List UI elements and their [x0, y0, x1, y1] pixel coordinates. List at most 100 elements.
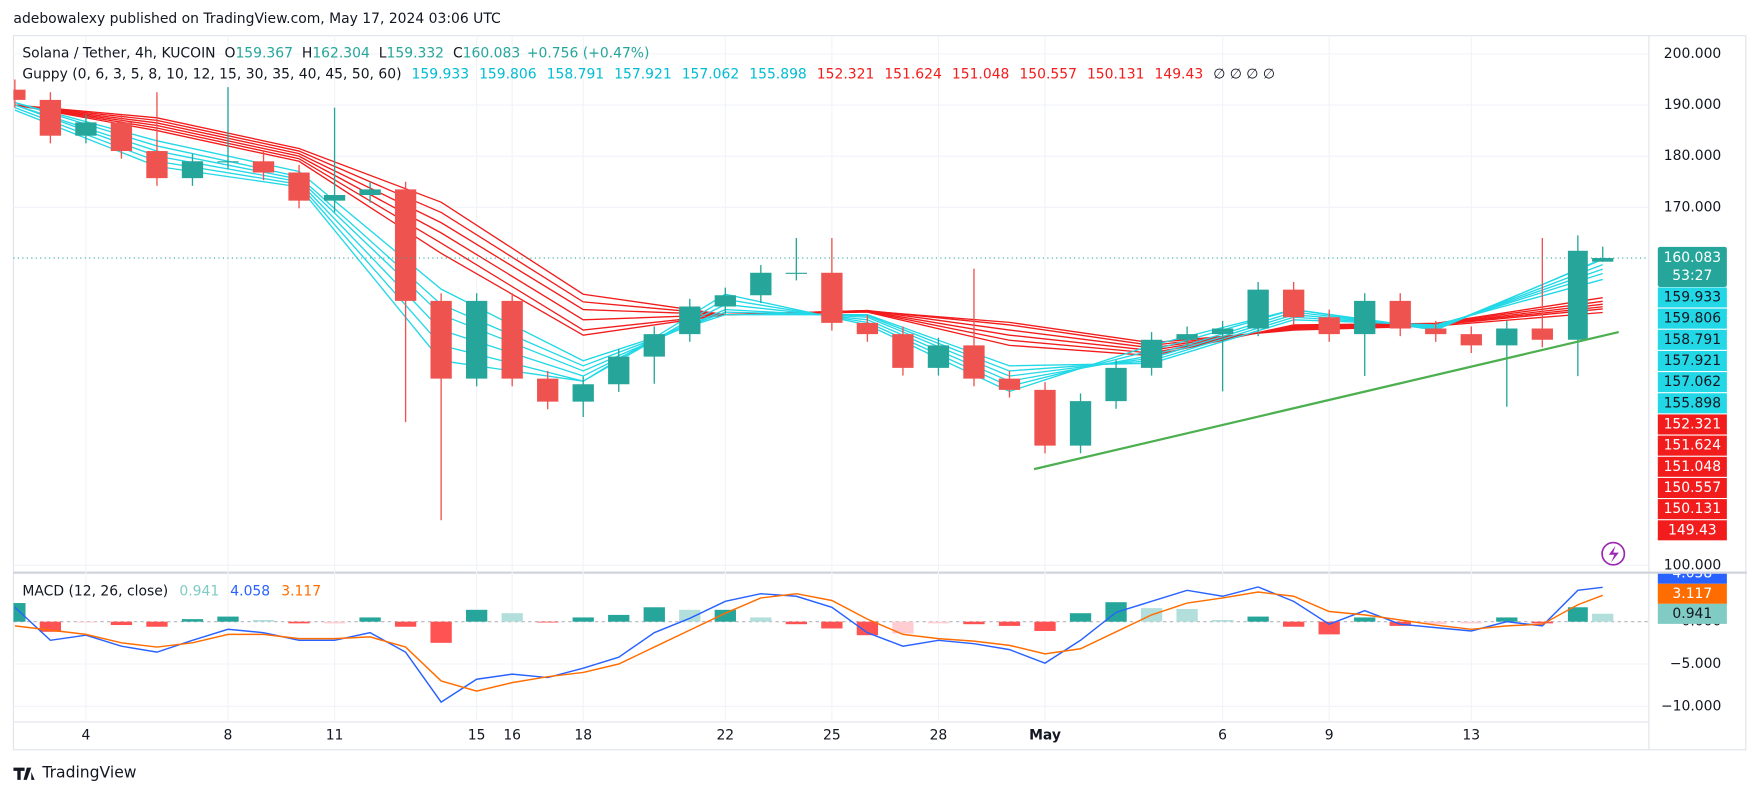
- guppy-axis-label: 159.806: [1664, 311, 1722, 327]
- x-tick-label: 22: [716, 727, 734, 743]
- histogram-bar: [1247, 616, 1269, 622]
- candle-body: [146, 151, 168, 179]
- candle-body: [13, 89, 26, 100]
- publisher: adebowalexy published on TradingView.com…: [13, 11, 500, 27]
- guppy-value: 158.791: [547, 67, 605, 83]
- histogram-bar: [821, 621, 843, 629]
- guppy-value: 151.624: [884, 67, 942, 83]
- y-tick-label: −10.000: [1661, 698, 1721, 714]
- candle-body: [465, 300, 488, 379]
- histogram-bar: [39, 621, 62, 632]
- histogram-bar: [359, 617, 381, 622]
- guppy-value: 157.062: [682, 67, 740, 83]
- histogram-bar: [608, 614, 630, 622]
- histogram-bar: [856, 621, 879, 636]
- histogram-bar: [146, 621, 168, 627]
- histogram-bar: [430, 621, 452, 643]
- candle-body: [714, 295, 736, 307]
- candle-body: [785, 272, 808, 274]
- guppy-axis-box: [1657, 287, 1727, 308]
- histogram-bar: [288, 621, 310, 624]
- y-tick-label: 200.000: [1664, 46, 1722, 62]
- ohlc-value: 159.367: [235, 45, 293, 61]
- ohlc-label: C: [453, 45, 463, 61]
- histogram-bar: [181, 619, 204, 622]
- y-tick-label: 170.000: [1664, 199, 1722, 215]
- candle-body: [1069, 401, 1092, 446]
- candle-body: [1034, 389, 1056, 446]
- alert-icon[interactable]: [1601, 541, 1626, 566]
- guppy-axis-box: [1657, 499, 1727, 520]
- guppy-value: 159.806: [479, 67, 537, 83]
- candle-body: [288, 172, 310, 201]
- macd-axis-labels: 4.058 3.117 0.941: [1657, 566, 1727, 624]
- guppy-axis-box: [1657, 520, 1727, 541]
- guppy-axis-box: [1657, 414, 1727, 435]
- candle-body: [430, 300, 452, 379]
- guppy-value: 150.557: [1019, 67, 1077, 83]
- macd-legend-value: 0.941: [179, 584, 219, 600]
- histogram-bar: [750, 617, 772, 622]
- candle-body: [963, 345, 985, 379]
- y-tick-label: 100.000: [1664, 557, 1722, 573]
- guppy-axis-label: 150.131: [1664, 501, 1722, 517]
- candle-body: [821, 272, 843, 323]
- guppy-line: [14, 104, 1603, 377]
- x-tick-label: 18: [574, 727, 592, 743]
- guppy-value: 151.048: [952, 67, 1010, 83]
- candle-body: [1531, 328, 1553, 340]
- macd-legend: MACD (12, 26, close) 0.941 4.058 3.117: [22, 584, 321, 600]
- guppy-value: 150.131: [1087, 67, 1145, 83]
- histogram-bar: [963, 621, 985, 625]
- countdown: 53:27: [1672, 268, 1712, 284]
- candle-body: [537, 378, 559, 402]
- candle-body: [394, 189, 417, 301]
- ohlc-label: H: [302, 45, 312, 61]
- guppy-axis-label: 157.921: [1664, 353, 1722, 369]
- candle-body: [359, 189, 381, 196]
- candle-body: [892, 334, 914, 368]
- guppy-name: Guppy (0, 6, 3, 5, 8, 10, 12, 15, 30, 35…: [22, 67, 401, 83]
- x-tick-label: 6: [1218, 727, 1227, 743]
- histogram-bar: [714, 609, 736, 622]
- histogram-bar: [252, 619, 275, 622]
- histogram-bar: [1034, 621, 1056, 631]
- macd-axis-box: [1657, 573, 1727, 584]
- alert-bolt: [1608, 545, 1619, 563]
- histogram-bar: [927, 621, 950, 624]
- macd-axis-box: [1657, 603, 1727, 624]
- candle-body: [998, 378, 1021, 390]
- x-tick-label: 25: [823, 727, 841, 743]
- guppy-axis-label: 157.062: [1664, 374, 1722, 390]
- candle-body: [1567, 250, 1588, 340]
- candle-body: [856, 322, 879, 335]
- histogram-bar: [1176, 608, 1198, 622]
- histogram-bar: [75, 621, 97, 623]
- candle-body: [1592, 258, 1614, 262]
- candle-body: [1425, 328, 1447, 335]
- guppy-line: [14, 104, 1603, 382]
- candle-body: [750, 272, 772, 296]
- candle-body: [927, 345, 950, 368]
- guppy-axis-label: 152.321: [1664, 416, 1722, 432]
- candle-body: [1105, 367, 1127, 402]
- brand-logo: [13, 767, 35, 780]
- guppy-axis-box: [1657, 393, 1727, 414]
- histogram-bar: [501, 613, 523, 622]
- histogram-bar: [998, 621, 1021, 626]
- guppy-axis-box: [1657, 372, 1727, 393]
- change: +0.756 (+0.47%): [527, 45, 650, 61]
- trend-line: [1033, 330, 1619, 471]
- candle-body: [1176, 334, 1198, 340]
- candle-body: [643, 334, 665, 357]
- histogram-bar: [394, 621, 417, 627]
- ohlc-value: 159.332: [387, 45, 445, 61]
- macd-axis-label: 4.058: [1672, 566, 1712, 582]
- symbol: Solana / Tether, 4h, KUCOIN: [22, 45, 215, 61]
- guppy-value: 157.921: [614, 67, 672, 83]
- candle-body: [39, 99, 62, 136]
- guppy-placeholders: ∅ ∅ ∅ ∅: [1213, 67, 1275, 83]
- histogram-bar: [323, 621, 346, 624]
- guppy-axis-label: 149.43: [1668, 522, 1717, 538]
